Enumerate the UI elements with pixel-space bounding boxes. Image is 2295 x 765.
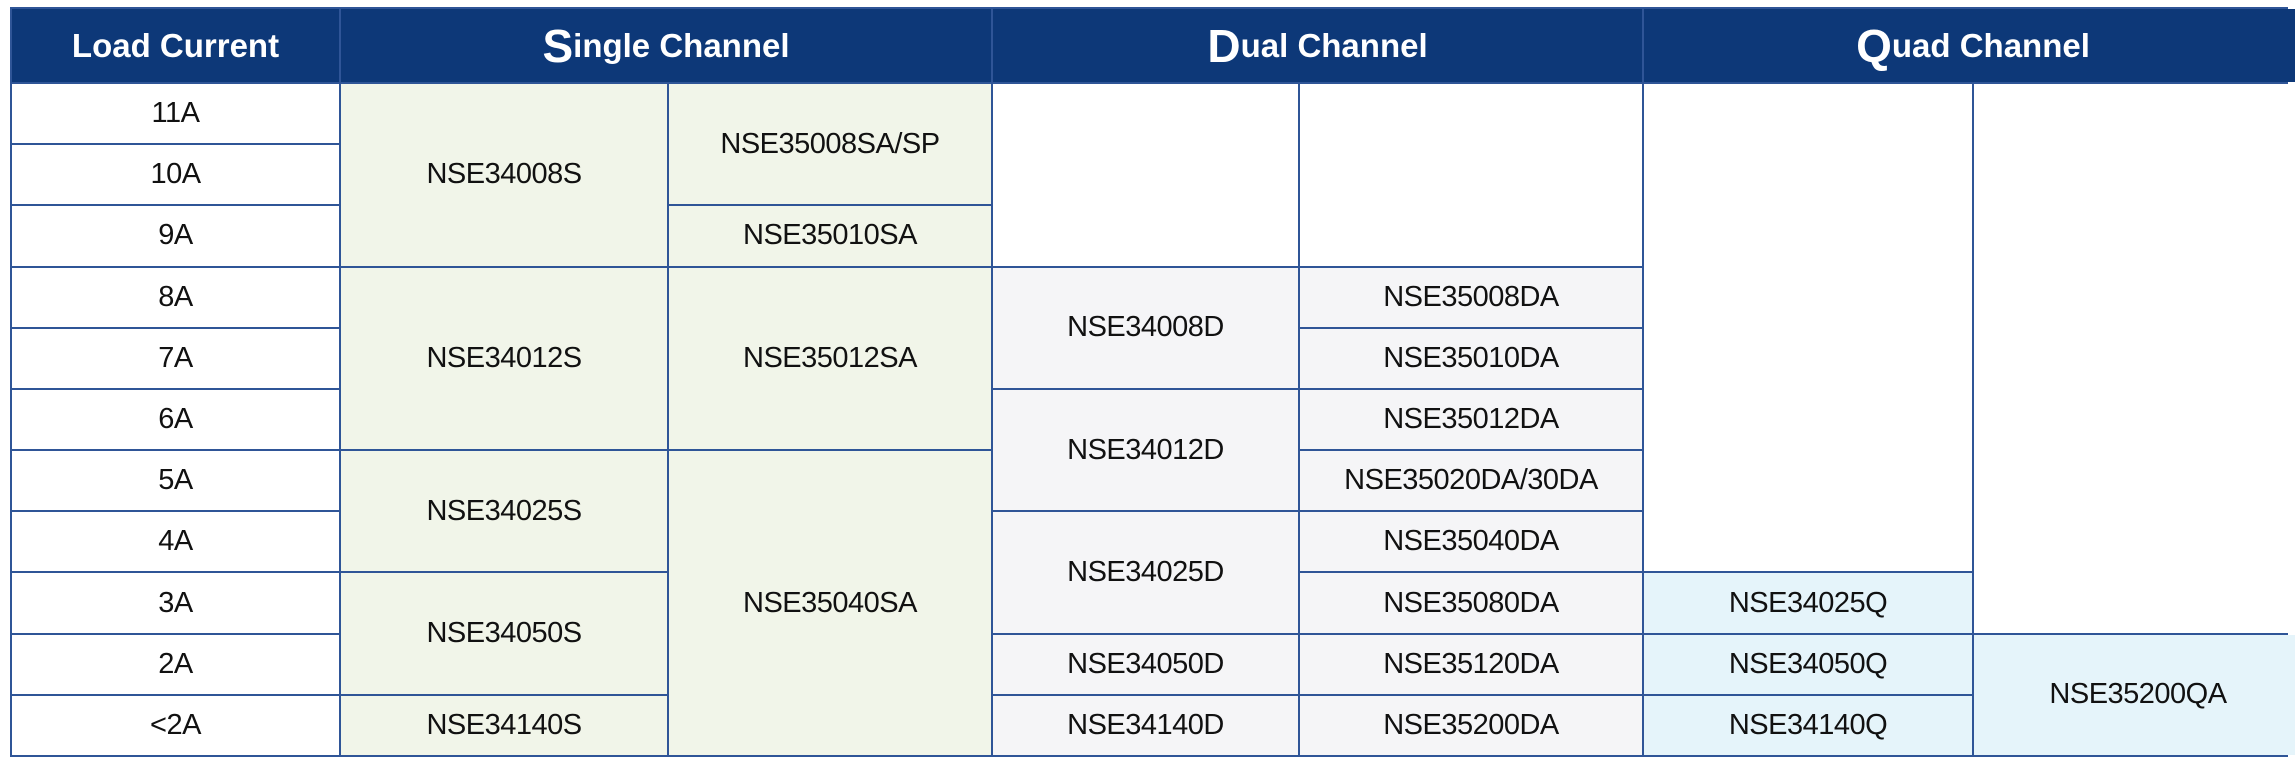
single-product-cell: NSE35040SA bbox=[669, 451, 991, 755]
load-current-cell: <2A bbox=[12, 695, 339, 755]
header-rest: ingle Channel bbox=[573, 26, 790, 64]
quad-product-cell: NSE34025Q bbox=[1644, 573, 1972, 633]
header-rest: uad Channel bbox=[1891, 26, 2090, 64]
header-initial: Q bbox=[1856, 19, 1892, 72]
empty-cell bbox=[993, 84, 1298, 266]
load-current-cell: 11A bbox=[12, 84, 339, 144]
single-product-cell: NSE34050S bbox=[341, 573, 667, 694]
dual-product-cell: NSE34140D bbox=[993, 695, 1298, 755]
header-initial: D bbox=[1207, 19, 1241, 72]
load-current-cell: 10A bbox=[12, 145, 339, 205]
header-rest: ual Channel bbox=[1240, 26, 1428, 64]
dual-product-cell: NSE35200DA bbox=[1300, 695, 1642, 755]
load-current-cell: 4A bbox=[12, 512, 339, 572]
single-product-cell: NSE34012S bbox=[341, 267, 667, 450]
quad-product-cell: NSE34050Q bbox=[1644, 634, 1972, 694]
dual-product-cell: NSE35010DA bbox=[1300, 328, 1642, 388]
empty-cell bbox=[1644, 84, 1972, 572]
single-product-cell: NSE34008S bbox=[341, 84, 667, 266]
dual-product-cell: NSE35040DA bbox=[1300, 512, 1642, 572]
load-current-cell: 3A bbox=[12, 573, 339, 633]
header-initial: S bbox=[542, 19, 574, 72]
dual-product-cell: NSE34012D bbox=[993, 389, 1298, 511]
load-current-cell: 6A bbox=[12, 389, 339, 450]
quad-product-cell: NSE35200QA bbox=[1974, 634, 2295, 755]
dual-product-cell: NSE35012DA bbox=[1300, 389, 1642, 450]
load-current-cell: 2A bbox=[12, 634, 339, 694]
load-current-cell: 8A bbox=[12, 267, 339, 327]
dual-product-cell: NSE34050D bbox=[993, 634, 1298, 694]
single-product-cell: NSE35010SA bbox=[669, 206, 991, 266]
header-load-current: Load Current bbox=[12, 9, 339, 82]
dual-product-cell: NSE35008DA bbox=[1300, 267, 1642, 327]
single-product-cell: NSE34140S bbox=[341, 695, 667, 755]
quad-product-cell: NSE34140Q bbox=[1644, 695, 1972, 755]
dual-product-cell: NSE35080DA bbox=[1300, 573, 1642, 633]
single-product-cell: NSE35012SA bbox=[669, 267, 991, 450]
dual-product-cell: NSE35020DA/30DA bbox=[1300, 451, 1642, 511]
load-current-cell: 9A bbox=[12, 206, 339, 266]
load-current-cell: 5A bbox=[12, 451, 339, 511]
empty-cell bbox=[1300, 84, 1642, 266]
load-current-cell: 7A bbox=[12, 328, 339, 388]
dual-product-cell: NSE34008D bbox=[993, 267, 1298, 388]
single-product-cell: NSE35008SA/SP bbox=[669, 84, 991, 205]
single-product-cell: NSE34025S bbox=[341, 451, 667, 572]
empty-cell bbox=[1974, 84, 2295, 633]
dual-product-cell: NSE34025D bbox=[993, 512, 1298, 633]
dual-product-cell: NSE35120DA bbox=[1300, 634, 1642, 694]
